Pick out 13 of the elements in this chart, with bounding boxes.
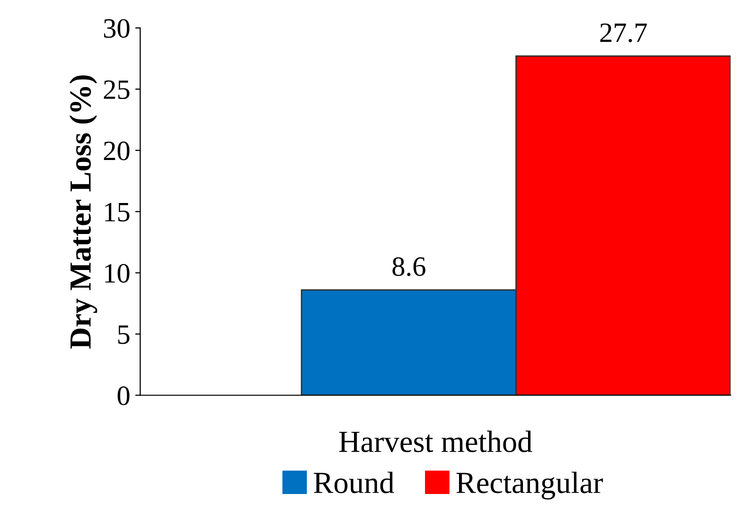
y-tick-label: 5: [118, 325, 130, 344]
y-axis-title: Dry Matter Loss (%): [69, 75, 98, 349]
y-tick-label: 30: [104, 19, 130, 38]
y-tick-label: 10: [105, 264, 130, 283]
y-tick-label: 15: [105, 202, 130, 222]
y-tick-label: 25: [104, 80, 130, 100]
legend-label: Round: [314, 472, 394, 494]
x-axis-title: Harvest method: [339, 430, 532, 452]
y-tick-label: 20: [104, 142, 130, 160]
y-tick-label: 0: [118, 386, 130, 406]
data-label: 27.7: [600, 23, 647, 42]
data-label: 8.6: [392, 257, 426, 276]
legend-label: Rectangular: [456, 472, 603, 500]
